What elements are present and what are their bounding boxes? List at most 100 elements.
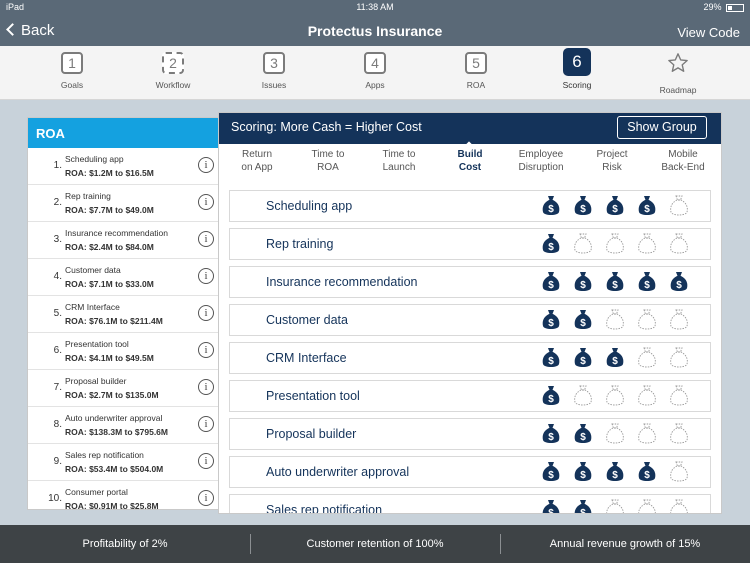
- row-name: Sales rep notification: [266, 503, 383, 514]
- roa-list-item: 6. Presentation tool ROA: $4.1M to $49.5M i: [28, 333, 220, 370]
- tab-workflow[interactable]: 2 Workflow: [133, 52, 213, 90]
- item-roa: ROA: $76.1M to $211.4M: [65, 316, 163, 326]
- money-bag-filled-icon: $: [637, 461, 657, 483]
- tab-criteria-mobile[interactable]: Mobile Back-End: [647, 148, 719, 174]
- tab-roa[interactable]: 5 ROA: [436, 52, 516, 90]
- money-bag-filled-icon: $: [637, 271, 657, 293]
- item-number: 8.: [53, 419, 62, 430]
- item-number: 10.: [48, 493, 62, 504]
- tab-criteria-employee[interactable]: Employee Disruption: [505, 148, 577, 174]
- item-number: 2.: [53, 197, 62, 208]
- item-roa: ROA: $53.4M to $504.0M: [65, 464, 164, 474]
- item-name: Insurance recommendation: [65, 228, 169, 238]
- money-bag-filled-icon: $: [573, 423, 593, 445]
- tab-apps[interactable]: 4 Apps: [335, 52, 415, 90]
- money-bag-outline-icon: [669, 309, 689, 331]
- scoring-row[interactable]: Sales rep notification $ $: [229, 494, 711, 514]
- scoring-row[interactable]: Scheduling app $ $ $ $: [229, 190, 711, 222]
- column-label-line1: Project: [596, 149, 628, 160]
- money-bag-outline-icon: [605, 423, 625, 445]
- metric-revenue-growth: Annual revenue growth of 15%: [549, 538, 701, 550]
- scoring-row[interactable]: Proposal builder $ $: [229, 418, 711, 450]
- tab-criteria-project[interactable]: Project Risk: [576, 148, 648, 174]
- svg-text:$: $: [580, 280, 586, 291]
- svg-text:$: $: [580, 204, 586, 215]
- divider: [250, 534, 251, 554]
- info-icon[interactable]: i: [198, 379, 214, 395]
- scoring-panel: Scoring: More Cash = Higher Cost Show Gr…: [218, 112, 722, 514]
- scoring-title: Scoring: More Cash = Higher Cost: [231, 120, 422, 134]
- item-roa: ROA: $7.1M to $33.0M: [65, 279, 154, 289]
- tab-criteria-build[interactable]: Build Cost: [434, 148, 506, 174]
- info-icon[interactable]: i: [198, 342, 214, 358]
- column-label-line1: Mobile: [668, 149, 698, 160]
- scoring-row[interactable]: Insurance recommendation $ $ $ $ $: [229, 266, 711, 298]
- money-bag-filled-icon: $: [573, 271, 593, 293]
- svg-text:$: $: [612, 204, 618, 215]
- item-number: 1.: [53, 160, 62, 171]
- svg-text:$: $: [548, 204, 554, 215]
- svg-text:$: $: [548, 280, 554, 291]
- money-bag-outline-icon: [637, 385, 657, 407]
- svg-text:$: $: [580, 508, 586, 514]
- info-icon[interactable]: i: [198, 194, 214, 210]
- money-bag-outline-icon: [637, 423, 657, 445]
- column-label-line2: Cost: [458, 162, 482, 173]
- column-label-line1: Time to: [382, 149, 416, 160]
- money-bag-outline-icon: [637, 499, 657, 513]
- item-name: Proposal builder: [65, 376, 127, 386]
- svg-text:$: $: [580, 356, 586, 367]
- column-label-line2: on App: [241, 162, 273, 173]
- item-roa: ROA: $7.7M to $49.0M: [65, 205, 154, 215]
- money-bag-outline-icon: [605, 499, 625, 513]
- item-name: Auto underwriter approval: [65, 413, 163, 423]
- battery-status: 29%: [703, 2, 744, 12]
- column-label-line1: Time to: [311, 149, 345, 160]
- roa-list-item: 4. Customer data ROA: $7.1M to $33.0M i: [28, 259, 220, 296]
- scoring-row[interactable]: Auto underwriter approval $ $ $ $: [229, 456, 711, 488]
- item-name: Consumer portal: [65, 487, 128, 497]
- tab-scoring[interactable]: 6 Scoring: [537, 48, 617, 90]
- item-number: 9.: [53, 456, 62, 467]
- money-bag-filled-icon: $: [541, 499, 561, 513]
- scoring-row[interactable]: Rep training $: [229, 228, 711, 260]
- scoring-row[interactable]: Customer data $ $: [229, 304, 711, 336]
- metrics-bar: Profitability of 2% Customer retention o…: [0, 525, 750, 563]
- item-name: Scheduling app: [65, 154, 124, 164]
- info-icon[interactable]: i: [198, 490, 214, 506]
- money-bag-outline-icon: [669, 195, 689, 217]
- money-bag-filled-icon: $: [669, 271, 689, 293]
- info-icon[interactable]: i: [198, 231, 214, 247]
- roa-list-item: 10. Consumer portal ROA: $0.91M to $25.8M i: [28, 481, 220, 509]
- divider: [500, 534, 501, 554]
- money-bag-outline-icon: [605, 385, 625, 407]
- navigation-bar: iPad 11:38 AM 29% Back Protectus Insuran…: [0, 0, 750, 46]
- item-roa: ROA: $2.7M to $135.0M: [65, 390, 159, 400]
- back-button[interactable]: Back: [6, 22, 54, 39]
- money-bag-filled-icon: $: [541, 461, 561, 483]
- view-code-button[interactable]: View Code: [677, 25, 740, 40]
- money-bag-outline-icon: [669, 385, 689, 407]
- scoring-row[interactable]: Presentation tool $: [229, 380, 711, 412]
- tab-label: Apps: [365, 80, 385, 90]
- row-name: Auto underwriter approval: [266, 465, 410, 479]
- scoring-row[interactable]: CRM Interface $ $ $: [229, 342, 711, 374]
- roa-panel: ROA 1. Scheduling app ROA: $1.2M to $16.5M…: [27, 117, 221, 510]
- info-icon[interactable]: i: [198, 416, 214, 432]
- show-group-button[interactable]: Show Group: [617, 116, 707, 139]
- tab-goals[interactable]: 1 Goals: [32, 52, 112, 90]
- tab-issues[interactable]: 3 Issues: [234, 52, 314, 90]
- money-bag-filled-icon: $: [573, 461, 593, 483]
- roa-list-item: 5. CRM Interface ROA: $76.1M to $211.4M i: [28, 296, 220, 333]
- tab-roadmap[interactable]: Roadmap: [638, 52, 718, 95]
- info-icon[interactable]: i: [198, 453, 214, 469]
- tab-criteria-time-to[interactable]: Time to Launch: [363, 148, 435, 174]
- item-roa: ROA: $2.4M to $84.0M: [65, 242, 154, 252]
- info-icon[interactable]: i: [198, 268, 214, 284]
- money-bag-filled-icon: $: [605, 271, 625, 293]
- tab-criteria-return[interactable]: Return on App: [221, 148, 293, 174]
- tab-criteria-time-to[interactable]: Time to ROA: [292, 148, 364, 174]
- column-label-line2: Launch: [382, 162, 416, 173]
- info-icon[interactable]: i: [198, 305, 214, 321]
- info-icon[interactable]: i: [198, 157, 214, 173]
